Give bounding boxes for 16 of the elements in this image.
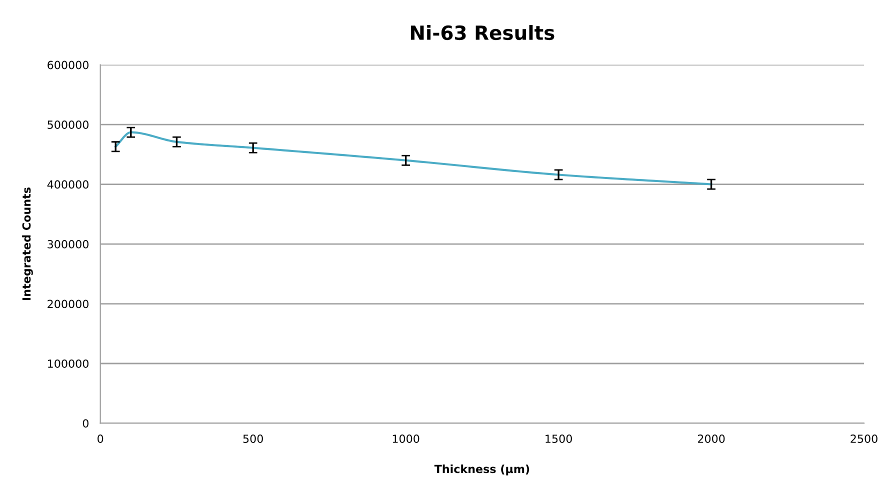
x-tick-label: 0 [98,434,104,443]
y-tick-label: 600000 [48,60,88,70]
y-tick-label: 200000 [48,300,88,308]
y-tick-label: 300000 [48,240,88,248]
y-tick-label: 400000 [47,180,88,189]
x-tick-label: 1500 [546,434,572,443]
y-tick-label: 500000 [48,120,88,129]
x-tick-label: 500 [243,434,263,443]
chart-title: Ni-63 Results [411,25,554,40]
y-axis-title: Integrated Counts [22,188,33,300]
x-axis-title: Thickness (µm) [434,464,530,476]
x-tick-label: 1000 [392,434,420,443]
y-tick-label: 100000 [48,359,88,368]
x-tick-label: 2000 [698,434,725,443]
y-tick-label: 0 [82,419,88,428]
x-tick-label: 2500 [850,434,878,443]
